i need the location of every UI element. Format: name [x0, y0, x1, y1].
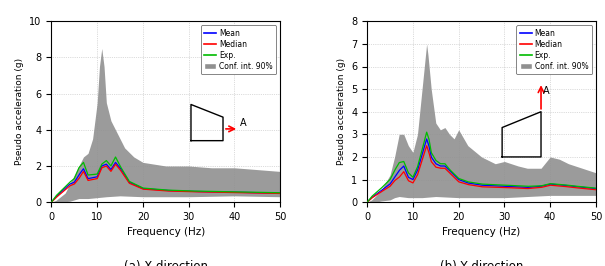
- Y-axis label: Pseudo acceleration (g): Pseudo acceleration (g): [15, 58, 24, 165]
- Text: A: A: [543, 86, 550, 96]
- Y-axis label: Pseudo acceleration (g): Pseudo acceleration (g): [336, 58, 345, 165]
- Title: (b) Y direction: (b) Y direction: [440, 260, 523, 266]
- X-axis label: Frequency (Hz): Frequency (Hz): [442, 227, 521, 238]
- Legend: Mean, Median, Exp., Conf. int. 90%: Mean, Median, Exp., Conf. int. 90%: [516, 25, 592, 74]
- Text: A: A: [240, 118, 246, 128]
- X-axis label: Frequency (Hz): Frequency (Hz): [126, 227, 205, 238]
- Legend: Mean, Median, Exp., Conf. int. 90%: Mean, Median, Exp., Conf. int. 90%: [201, 25, 276, 74]
- Title: (a) X direction: (a) X direction: [124, 260, 208, 266]
